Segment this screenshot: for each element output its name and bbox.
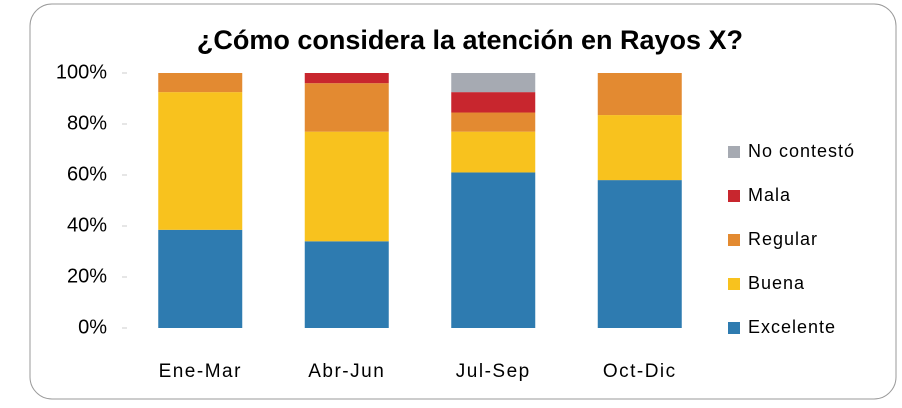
y-tick-label: 100% bbox=[56, 61, 107, 83]
bar-segment bbox=[158, 92, 243, 230]
bar-segment bbox=[451, 172, 536, 328]
y-tick-label: 80% bbox=[67, 112, 107, 134]
bar-segment bbox=[158, 73, 243, 93]
legend-swatch bbox=[728, 146, 740, 158]
x-tick-label: Abr-Jun bbox=[308, 361, 385, 382]
bar-segment bbox=[597, 115, 682, 181]
bar-segment bbox=[304, 83, 389, 132]
legend-label: Excelente bbox=[748, 317, 836, 337]
legend-swatch bbox=[728, 234, 740, 246]
legend-label: Buena bbox=[748, 273, 805, 293]
legend-swatch bbox=[728, 190, 740, 202]
y-tick-label: 0% bbox=[78, 316, 107, 338]
legend-label: Mala bbox=[748, 185, 791, 205]
y-tick-label: 40% bbox=[67, 214, 107, 236]
bar-segment bbox=[451, 112, 536, 132]
x-tick-label: Jul-Sep bbox=[456, 361, 531, 382]
chart-title: ¿Cómo considera la atención en Rayos X? bbox=[197, 25, 743, 55]
legend-swatch bbox=[728, 278, 740, 290]
bar-segment bbox=[304, 73, 389, 84]
x-tick-label: Oct-Dic bbox=[603, 361, 677, 382]
bar-segment bbox=[451, 131, 536, 173]
y-tick-label: 20% bbox=[67, 265, 107, 287]
bar-segment bbox=[597, 73, 682, 116]
bar-segment bbox=[304, 241, 389, 328]
legend-label: No contestó bbox=[748, 141, 855, 161]
bar-segment bbox=[451, 73, 536, 93]
y-tick-label: 60% bbox=[67, 163, 107, 185]
bar-segment bbox=[304, 131, 389, 242]
legend-label: Regular bbox=[748, 229, 818, 249]
bar-segment bbox=[597, 180, 682, 328]
bar-segment bbox=[158, 229, 243, 328]
legend-swatch bbox=[728, 322, 740, 334]
x-tick-label: Ene-Mar bbox=[159, 361, 242, 382]
bar-segment bbox=[451, 92, 536, 113]
